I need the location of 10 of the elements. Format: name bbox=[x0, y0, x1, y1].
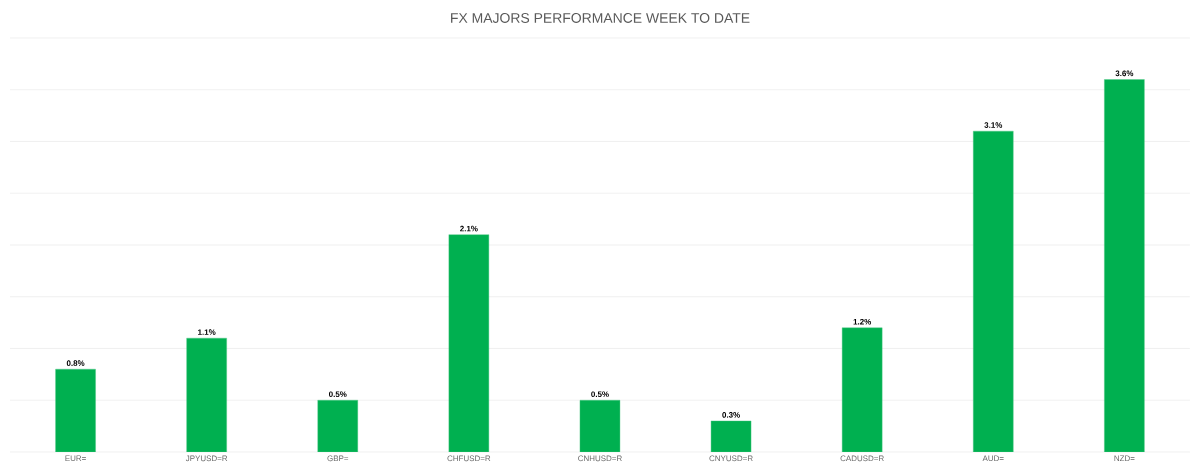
chart-title: FX MAJORS PERFORMANCE WEEK TO DATE bbox=[451, 13, 750, 23]
bar bbox=[710, 420, 752, 452]
bar bbox=[448, 234, 490, 452]
bar bbox=[579, 400, 621, 452]
bar bbox=[841, 327, 883, 452]
bar bbox=[1104, 79, 1145, 452]
bar bbox=[973, 130, 1014, 452]
bar bbox=[317, 400, 358, 452]
bar bbox=[186, 337, 227, 452]
bar bbox=[55, 368, 96, 452]
